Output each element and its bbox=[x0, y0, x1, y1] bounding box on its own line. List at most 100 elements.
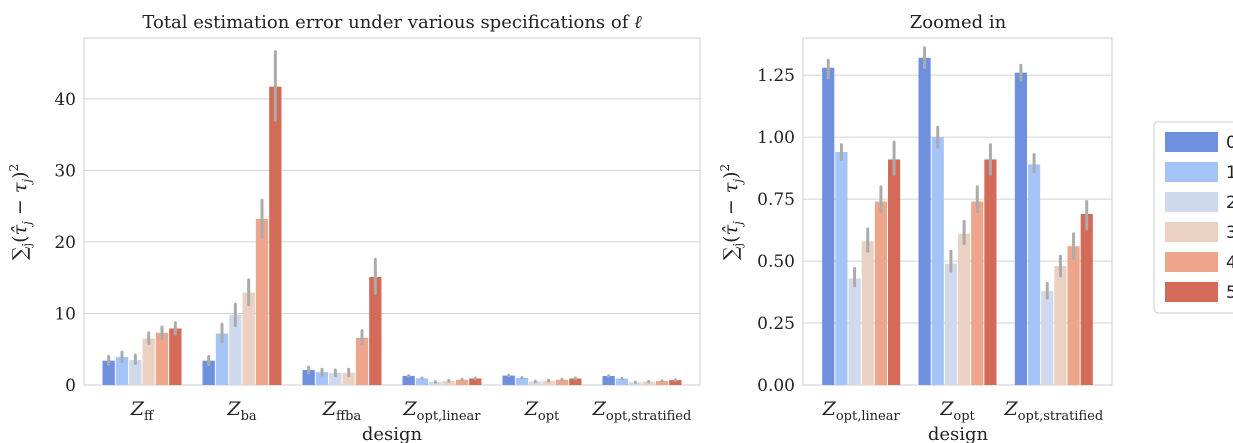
bar-series-5 bbox=[569, 378, 582, 385]
y-tick-label: 1.25 bbox=[757, 66, 795, 86]
bar-series-1 bbox=[315, 372, 329, 385]
x-tick-label: Zff bbox=[130, 398, 155, 424]
x-axis-label-total-error: design bbox=[362, 424, 423, 443]
y-tick-label: 0.50 bbox=[757, 252, 795, 272]
bar-series-5 bbox=[984, 159, 997, 385]
bar-series-4 bbox=[874, 201, 887, 385]
bar-series-5 bbox=[269, 86, 282, 385]
bar-series-0 bbox=[1014, 72, 1028, 385]
y-tick-label: 0 bbox=[65, 376, 76, 396]
bar-series-3 bbox=[1054, 266, 1067, 385]
x-axis-label-zoomed-in: design bbox=[928, 424, 989, 443]
error-bars-zoomed-in bbox=[826, 46, 1089, 300]
bar-series-4 bbox=[355, 337, 369, 385]
chart-total-error: 0 10 20 30 40 Zff Zba Zffba Zopt,linear Zopt Zopt… bbox=[7, 12, 701, 443]
bar-series-4 bbox=[655, 380, 669, 385]
bar-series-5 bbox=[169, 328, 182, 385]
bar-series-5 bbox=[669, 380, 682, 385]
bar-series-2 bbox=[229, 314, 242, 385]
bar-series-0 bbox=[402, 375, 415, 385]
bar-series-3 bbox=[142, 338, 155, 385]
bar-series-5 bbox=[469, 378, 482, 385]
bar-series-1 bbox=[1028, 164, 1041, 385]
x-tick-label: Zopt,stratified bbox=[1004, 398, 1104, 424]
x-tick-labels-total-error: Zff Zba Zffba Zopt,linear Zopt Zopt,stratifie… bbox=[130, 398, 692, 424]
legend-label-1: 1 bbox=[1226, 163, 1233, 183]
bar-series-1 bbox=[115, 357, 129, 385]
bar-series-4 bbox=[455, 379, 469, 385]
legend-label-2: 2 bbox=[1226, 193, 1233, 213]
bar-series-2 bbox=[944, 263, 957, 385]
legend-swatch-0 bbox=[1165, 132, 1218, 152]
bar-series-2 bbox=[848, 278, 861, 385]
bar-series-0 bbox=[102, 360, 115, 385]
bar-series-0 bbox=[202, 360, 215, 385]
legend-swatch-5 bbox=[1165, 282, 1218, 302]
bar-series-4 bbox=[255, 219, 269, 385]
bar-series-0 bbox=[502, 375, 515, 385]
x-tick-label: Zopt,linear bbox=[822, 398, 901, 424]
x-tick-label: Zopt,linear bbox=[402, 398, 481, 424]
y-tick-labels-total-error: 0 10 20 30 40 bbox=[54, 90, 76, 396]
bar-series-2 bbox=[129, 359, 142, 385]
bar-series-0 bbox=[602, 375, 615, 385]
x-tick-label: Zopt,stratified bbox=[592, 398, 692, 424]
legend: 0 1 2 3 4 5 bbox=[1153, 121, 1233, 314]
y-tick-label: 0.75 bbox=[757, 190, 795, 210]
bar-series-4 bbox=[971, 201, 984, 385]
bar-series-3 bbox=[442, 380, 455, 385]
bar-series-1 bbox=[835, 152, 848, 385]
bar-series-4 bbox=[555, 379, 569, 385]
bars-zoomed-in bbox=[822, 57, 1093, 385]
y-tick-label: 1.00 bbox=[757, 128, 795, 148]
bar-series-5 bbox=[369, 276, 382, 385]
bar-series-4 bbox=[155, 332, 169, 385]
bar-series-1 bbox=[415, 378, 429, 385]
bar-series-2 bbox=[1041, 290, 1054, 385]
bar-series-2 bbox=[529, 381, 542, 385]
bar-series-3 bbox=[861, 241, 874, 385]
y-axis-label-total-error: ∑j(τ̂j − τj)2 bbox=[7, 164, 34, 260]
plot-area-total-error bbox=[83, 37, 701, 386]
chart-zoomed-in: 0.000.250.500.751.001.25 Zopt,linear Zopt… bbox=[718, 12, 1113, 443]
y-tick-label: 40 bbox=[54, 90, 76, 110]
legend-label-0: 0 bbox=[1226, 133, 1233, 153]
x-tick-labels-zoomed-in: Zopt,linear Zopt Zopt,stratified bbox=[822, 398, 1104, 424]
grid-total-error bbox=[84, 98, 700, 314]
y-tick-label: 0.00 bbox=[757, 376, 795, 396]
error-bars-total-error bbox=[107, 50, 677, 384]
bar-series-0 bbox=[918, 57, 931, 385]
legend-swatch-3 bbox=[1165, 222, 1218, 242]
legend-label-4: 4 bbox=[1226, 253, 1233, 273]
bar-series-0 bbox=[302, 369, 315, 385]
bar-series-3 bbox=[958, 233, 971, 385]
y-tick-label: 20 bbox=[54, 233, 76, 253]
chart-title-total-error: Total estimation error under various spe… bbox=[142, 12, 642, 33]
y-tick-label: 0.25 bbox=[757, 314, 795, 334]
legend-swatch-2 bbox=[1165, 192, 1218, 212]
bar-series-5 bbox=[1080, 213, 1093, 385]
bar-series-1 bbox=[615, 378, 629, 385]
y-axis-label-zoomed-in: ∑j(τ̂j − τj)2 bbox=[718, 164, 745, 260]
bar-series-5 bbox=[887, 159, 901, 385]
legend-label-3: 3 bbox=[1226, 223, 1233, 243]
x-tick-label: Zopt bbox=[524, 398, 560, 424]
bar-series-3 bbox=[342, 372, 355, 385]
legend-swatch-4 bbox=[1165, 252, 1218, 272]
legend-swatch-1 bbox=[1165, 162, 1218, 182]
x-tick-label: Zba bbox=[226, 398, 257, 424]
chart-title-zoomed-in: Zoomed in bbox=[910, 12, 1007, 33]
x-tick-label: Zffba bbox=[322, 398, 362, 424]
bar-series-2 bbox=[329, 372, 342, 385]
y-tick-labels-zoomed-in: 0.00 0.25 0.50 0.75 1.00 1.25 bbox=[757, 66, 795, 396]
x-tick-label: Zopt bbox=[939, 398, 975, 424]
bar-series-3 bbox=[542, 380, 555, 385]
bar-series-1 bbox=[515, 377, 529, 385]
bar-series-4 bbox=[1067, 246, 1080, 385]
bar-series-3 bbox=[242, 292, 255, 385]
bar-series-1 bbox=[931, 137, 944, 385]
legend-label-5: 5 bbox=[1226, 283, 1233, 303]
bars-total-error bbox=[102, 86, 682, 385]
bar-series-1 bbox=[215, 333, 229, 385]
